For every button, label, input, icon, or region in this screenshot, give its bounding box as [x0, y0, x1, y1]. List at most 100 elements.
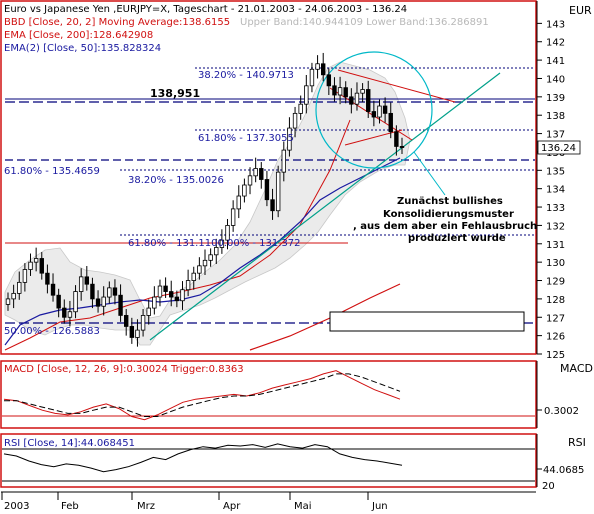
y-tick-label-143: 143	[546, 19, 565, 30]
candle-body	[388, 112, 393, 133]
candle-body	[309, 68, 315, 87]
candle-body	[146, 307, 151, 316]
wedge-breakout-line	[344, 129, 403, 146]
annotation-line-1: Zunächst bullishes	[397, 196, 503, 207]
candle-body	[360, 89, 365, 94]
y-tick-label-131: 131	[546, 240, 565, 251]
candle-body	[230, 208, 236, 226]
candle-body	[73, 291, 78, 313]
macd-trigger-line	[4, 373, 401, 417]
candle-body	[275, 171, 281, 212]
rsi-panel-label: RSI	[568, 436, 586, 449]
candle-body	[298, 103, 303, 114]
y-tick-label-133: 133	[546, 203, 565, 214]
y-tick-label-134: 134	[546, 185, 565, 196]
candle-body	[62, 307, 67, 318]
candle-body	[399, 146, 405, 148]
y-tick-label-130: 130	[546, 258, 565, 269]
macd-value-marker: 0.3002	[537, 406, 579, 417]
rsi-line	[3, 443, 403, 473]
y-tick-label-140: 140	[546, 74, 565, 85]
candle-body	[366, 89, 371, 112]
candle-body	[84, 276, 89, 285]
candle-body	[214, 247, 219, 256]
x-tick-2003: 2003	[1, 492, 29, 512]
candle-body	[208, 254, 213, 261]
currency-label: EUR	[569, 4, 592, 17]
candle-body	[157, 285, 163, 298]
legend-ema200: EMA [Close, 200]:128.642908	[4, 30, 153, 41]
candle-body	[337, 87, 343, 96]
trend-line	[149, 72, 501, 341]
x-label-2003: 2003	[4, 501, 29, 512]
rsi-panel: RSI [Close, 14]:44.068451 RSI 44.0685 20	[0, 433, 586, 492]
candle-body	[118, 294, 123, 316]
candle-body	[270, 199, 275, 212]
candle-body	[11, 292, 16, 300]
x-label-jun: Jun	[371, 501, 388, 512]
candle-body	[320, 63, 326, 76]
rsi-panel-frame	[0, 433, 537, 488]
ema50-line	[4, 157, 401, 346]
candle-body	[28, 261, 33, 270]
candle-body	[90, 283, 95, 300]
x-label-mrz: Mrz	[137, 501, 155, 512]
candle-body	[343, 87, 348, 98]
macd-value-label: 0.3002	[544, 406, 579, 417]
legend-bbd: BBD [Close, 20, 2] Moving Average:138.61…	[4, 17, 230, 28]
candle-body	[236, 195, 241, 210]
annotation-line-4: produziert wurde	[408, 233, 506, 244]
candle-body	[169, 291, 174, 298]
price-candles	[5, 52, 405, 347]
candle-body	[152, 296, 157, 309]
candle-body	[202, 259, 208, 267]
candle-body	[332, 85, 337, 96]
candle-body	[45, 272, 50, 285]
price-y-axis: 1251261271281291301311321331341351361371…	[537, 19, 565, 361]
y-tick-label-137: 137	[546, 130, 565, 141]
y-tick-label-135: 135	[546, 166, 565, 177]
candle-body	[242, 184, 247, 197]
bollinger-band	[4, 61, 411, 346]
candle-body	[95, 298, 101, 307]
y-tick-label-141: 141	[546, 56, 565, 67]
x-tick-mrz: Mrz	[131, 492, 155, 512]
fib-label-137-31: 61.80% - 137.3055	[198, 133, 294, 144]
candle-body	[326, 74, 332, 87]
candle-body	[315, 63, 320, 70]
price-panel: Euro vs Japanese Yen ,EURJPY=X, Tagescha…	[0, 0, 592, 361]
last-value-label: 136.24	[541, 143, 576, 154]
macd-panel: MACD [Close, 12, 26, 9]:0.30024 Trigger:…	[0, 360, 593, 429]
y-tick-label-127: 127	[546, 313, 565, 324]
fib-label-135-47: 61.80% - 135.4659	[4, 166, 100, 177]
candle-body	[377, 105, 382, 118]
x-tick-feb: Feb	[57, 492, 79, 512]
fib-label-126-59: 50.00% - 126.5883	[4, 326, 100, 337]
fib-label-140-97: 38.20% - 140.9713	[198, 70, 294, 81]
candle-body	[101, 296, 106, 307]
candle-body	[371, 111, 377, 118]
x-axis: 2003 Feb Mrz Apr Mai Jun	[1, 491, 536, 512]
candle-body	[191, 272, 196, 281]
annotation-pointer	[413, 151, 446, 196]
fib-label-135-00: 38.20% - 135.0026	[128, 175, 224, 186]
candle-body	[382, 105, 388, 114]
candle-body	[17, 281, 22, 294]
macd-title: MACD [Close, 12, 26, 9]:0.30024 Trigger:…	[4, 364, 244, 375]
y-tick-label-129: 129	[546, 277, 565, 288]
y-tick-label-126: 126	[546, 332, 565, 343]
rsi-value-marker: 44.0685	[537, 465, 584, 476]
legend-ema50: EMA(2) [Close, 50]:135.828324	[4, 43, 161, 54]
candle-body	[67, 311, 73, 318]
candle-body	[219, 239, 225, 248]
candle-body	[107, 287, 112, 298]
candle-body	[5, 298, 11, 305]
candle-body	[50, 283, 56, 296]
candle-body	[78, 276, 84, 292]
candle-body	[281, 149, 286, 173]
chart-title: Euro vs Japanese Yen ,EURJPY=X, Tagescha…	[4, 4, 407, 15]
y-tick-label-138: 138	[546, 111, 565, 122]
candle-body	[197, 265, 202, 274]
candle-body	[124, 315, 129, 327]
candle-body	[129, 326, 135, 338]
